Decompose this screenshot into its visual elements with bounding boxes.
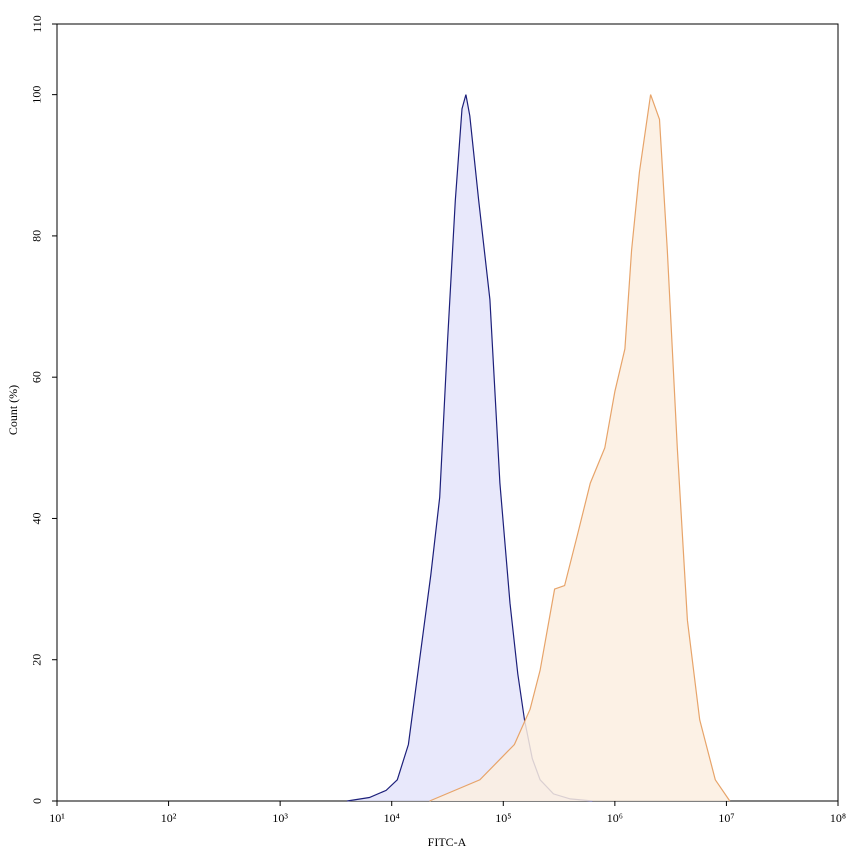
y-tick-label: 0 [30,798,44,804]
x-tick-label: 10² [161,811,177,825]
x-axis-label: FITC-A [428,835,467,849]
y-tick-label: 20 [30,654,44,666]
x-tick-label: 10¹ [49,811,65,825]
area-fill [429,94,730,802]
area-fill [347,94,593,802]
line [429,94,731,802]
y-tick-label: 100 [30,86,44,104]
x-tick-label: 10⁴ [384,811,400,825]
y-tick-label: 80 [30,230,44,242]
x-tick-label: 10⁷ [718,811,734,825]
x-tick-label: 10⁶ [607,811,623,825]
x-tick-label: 10⁵ [495,811,511,825]
x-tick-label: 10³ [272,811,288,825]
x-tick-label: 10⁸ [830,811,846,825]
y-tick-label: 110 [30,15,44,33]
y-tick-label: 40 [30,512,44,524]
y-axis-label: Count (%) [6,385,20,435]
y-tick-label: 60 [30,371,44,383]
